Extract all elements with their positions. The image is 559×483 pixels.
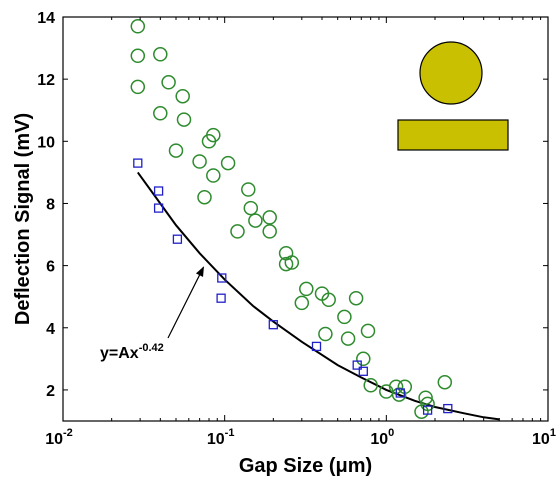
circle-marker	[363, 378, 378, 393]
x-tick-exponent: 1	[550, 427, 556, 439]
circle-marker	[321, 292, 336, 308]
y-tick-label: 12	[37, 72, 55, 89]
x-tick-label: 100	[370, 427, 394, 448]
annotation-arrow	[167, 266, 205, 339]
square-marker	[216, 293, 226, 303]
circle-marker	[420, 396, 435, 412]
square-marker	[172, 234, 183, 244]
x-tick-exponent: -1	[225, 427, 235, 439]
circle-marker	[206, 168, 221, 183]
square-marker	[358, 366, 368, 376]
circle-marker	[241, 182, 256, 197]
circle-marker	[337, 309, 352, 325]
plot-content	[130, 19, 500, 421]
circle-marker	[360, 323, 376, 339]
circle-marker	[437, 374, 453, 390]
square-marker	[217, 273, 227, 283]
x-tick-base: 10	[45, 431, 63, 448]
square-marker	[422, 405, 433, 415]
circle-marker	[153, 47, 168, 62]
circle-marker	[175, 88, 190, 104]
x-axis-title: Gap Size (μm)	[239, 455, 372, 477]
circle-marker	[176, 112, 192, 127]
circle-marker	[192, 154, 207, 169]
annotation-label: y=Ax-0.42	[100, 342, 164, 362]
plate-shape	[397, 119, 509, 151]
circle-marker	[230, 224, 245, 239]
y-tick-label: 14	[37, 10, 55, 27]
circle-marker	[243, 200, 259, 216]
annotation-base-text: y=Ax	[100, 345, 139, 362]
circle-marker	[130, 79, 146, 95]
circle-marker	[130, 19, 146, 34]
circle-marker	[318, 326, 333, 342]
y-axis-title: Deflection Signal (mV)	[12, 113, 34, 325]
circle-marker	[197, 189, 212, 205]
sphere-shape	[419, 41, 483, 105]
circle-marker	[391, 387, 407, 402]
fit-curve	[136, 171, 500, 421]
circle-marker	[294, 295, 310, 311]
x-tick-label: 10-1	[207, 427, 235, 448]
square-marker	[133, 158, 143, 168]
square-marker	[352, 360, 362, 370]
circle-marker	[153, 106, 168, 121]
circle-marker	[418, 390, 433, 405]
x-tick-exponent: -2	[63, 427, 73, 439]
circle-marker	[161, 75, 176, 90]
circle-marker	[220, 155, 236, 171]
y-tick-label: 6	[46, 259, 55, 276]
circle-marker	[348, 290, 364, 306]
fit-annotation: y=Ax-0.42	[100, 266, 205, 362]
x-tick-base: 10	[532, 431, 550, 448]
circle-marker	[130, 48, 146, 64]
plot-frame	[62, 16, 549, 422]
circle-marker	[340, 331, 356, 346]
circle-marker	[299, 281, 314, 297]
circle-marker	[248, 213, 263, 228]
square-marker	[268, 320, 278, 330]
x-tick-base: 10	[370, 431, 388, 448]
circle-marker	[206, 127, 221, 143]
square-marker	[153, 203, 164, 213]
circle-marker	[284, 255, 300, 270]
circle-marker	[356, 351, 371, 367]
circle-marker	[262, 224, 277, 239]
x-tick-label: 10-2	[45, 427, 73, 448]
square-marker	[395, 388, 405, 398]
square-marker	[443, 403, 453, 414]
circle-marker	[278, 256, 294, 272]
y-tick-label: 2	[46, 383, 55, 400]
annotation-exponent: -0.42	[139, 342, 164, 354]
y-tick-label: 4	[46, 321, 55, 338]
x-tick-label: 101	[532, 427, 556, 448]
inset-geometry-icon	[397, 41, 509, 151]
circle-marker	[262, 210, 277, 225]
square-marker	[153, 186, 164, 196]
square-marker	[311, 341, 322, 352]
circle-marker	[168, 143, 184, 158]
y-tick-label: 10	[37, 134, 55, 151]
x-tick-base: 10	[207, 431, 225, 448]
y-tick-label: 8	[46, 196, 55, 213]
x-tick-exponent: 0	[388, 427, 394, 439]
